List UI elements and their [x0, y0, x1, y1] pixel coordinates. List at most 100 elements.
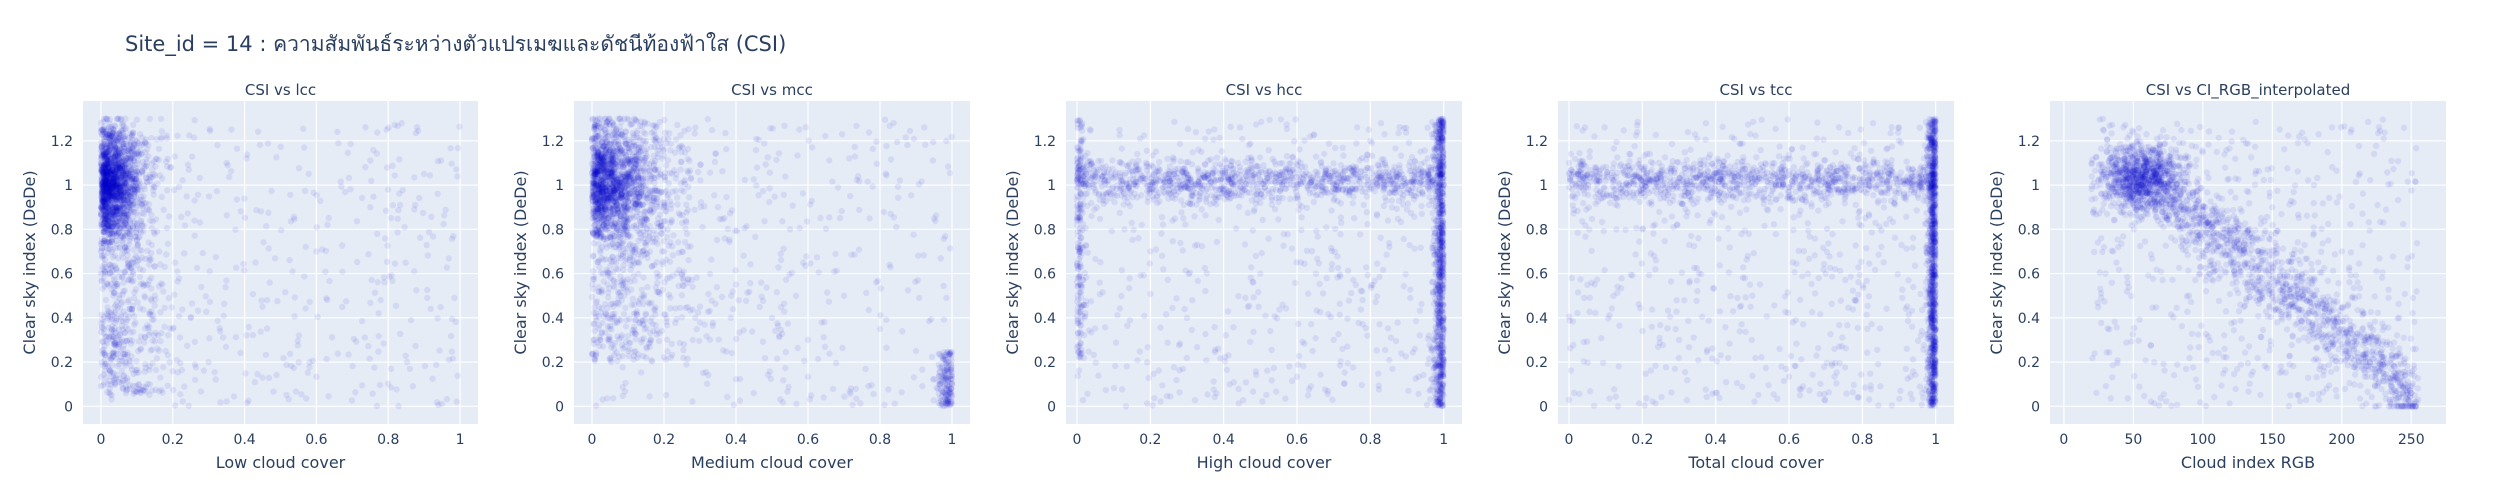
- scatter-point: [846, 155, 853, 162]
- scatter-point: [151, 292, 158, 299]
- y-tick-label: 0.2: [51, 355, 73, 371]
- scatter-point: [794, 344, 801, 352]
- scatter-point: [113, 266, 120, 273]
- scatter-point: [157, 338, 164, 345]
- scatter-point: [120, 122, 127, 129]
- scatter-point: [409, 383, 416, 390]
- scatter-point: [758, 279, 765, 286]
- scatter-point: [278, 227, 285, 234]
- scatter-point: [402, 352, 409, 359]
- scatter-point: [683, 230, 691, 237]
- scatter-point: [943, 294, 950, 302]
- scatter-point: [711, 158, 719, 165]
- scatter-point: [259, 374, 266, 381]
- scatter-point: [437, 303, 444, 311]
- scatter-point: [428, 213, 435, 220]
- scatter-point: [120, 235, 128, 242]
- scatter-point: [163, 251, 170, 258]
- scatter-point: [101, 177, 109, 184]
- scatter-point: [445, 356, 453, 364]
- scatter-point: [740, 327, 747, 334]
- scatter-point: [119, 188, 126, 195]
- scatter-point: [794, 152, 801, 159]
- scatter-point: [295, 165, 303, 172]
- scatter-point: [826, 157, 833, 164]
- scatter-point: [667, 305, 674, 312]
- scatter-point: [113, 161, 120, 169]
- scatter-point: [99, 126, 106, 134]
- scatter-point: [165, 332, 172, 339]
- scatter-point: [206, 298, 214, 305]
- scatter-point: [149, 346, 156, 353]
- scatter-point: [677, 158, 685, 165]
- scatter-point: [339, 242, 346, 249]
- scatter-point: [632, 335, 640, 343]
- scatter-point: [809, 144, 816, 151]
- scatter-point: [270, 388, 277, 395]
- scatter-point: [219, 334, 227, 341]
- scatter-point: [110, 204, 118, 211]
- scatter-point: [380, 340, 387, 347]
- scatter-point: [621, 343, 628, 351]
- scatter-point: [743, 297, 750, 304]
- scatter-point: [935, 385, 942, 392]
- scatter-point: [122, 180, 129, 187]
- scatter-point: [180, 250, 188, 257]
- scatter-point: [930, 138, 937, 146]
- scatter-point: [419, 209, 427, 217]
- scatter-point: [647, 172, 655, 180]
- scatter-point: [120, 188, 128, 196]
- scatter-point: [140, 162, 147, 169]
- scatter-point: [118, 171, 126, 179]
- scatter-point: [448, 160, 455, 167]
- scatter-point: [120, 120, 127, 127]
- scatter-point: [345, 351, 352, 358]
- scatter-point: [116, 185, 123, 192]
- scatter-point: [170, 386, 177, 394]
- scatter-point: [191, 338, 199, 346]
- scatter-point: [142, 140, 149, 147]
- scatter-point: [128, 176, 136, 184]
- scatter-point: [367, 299, 374, 306]
- scatter-point: [773, 156, 780, 164]
- scatter-point: [132, 286, 140, 293]
- scatter-point: [148, 160, 156, 167]
- scatter-point: [881, 401, 888, 409]
- scatter-point: [373, 402, 381, 410]
- scatter-point: [103, 170, 111, 178]
- scatter-point: [132, 186, 139, 194]
- scatter-point: [648, 143, 655, 151]
- scatter-point: [116, 150, 123, 157]
- scatter-point: [652, 321, 659, 329]
- scatter-point: [99, 202, 107, 209]
- scatter-point: [243, 399, 251, 407]
- scatter-point: [919, 382, 926, 390]
- scatter-point: [146, 381, 154, 388]
- scatter-point: [689, 283, 696, 291]
- scatter-point: [663, 336, 671, 343]
- scatter-point: [147, 174, 155, 182]
- scatter-point: [851, 251, 858, 258]
- scatter-point: [942, 376, 949, 383]
- y-tick-label: 0.4: [51, 311, 73, 327]
- scatter-point: [371, 364, 378, 371]
- scatter-point: [129, 182, 136, 189]
- scatter-point: [693, 326, 700, 333]
- scatter-point: [350, 335, 357, 343]
- scatter-point: [249, 331, 257, 339]
- scatter-point: [784, 320, 792, 327]
- scatter-point: [188, 300, 196, 307]
- scatter-point: [322, 247, 330, 254]
- scatter-point: [133, 209, 140, 216]
- scatter-point: [383, 258, 391, 265]
- scatter-point: [668, 216, 675, 224]
- scatter-point: [680, 346, 687, 354]
- scatter-point: [202, 293, 209, 300]
- scatter-point: [399, 187, 406, 194]
- scatter-point: [413, 287, 420, 294]
- scatter-point: [151, 263, 158, 270]
- scatter-point: [375, 348, 382, 355]
- scatter-point: [349, 362, 356, 370]
- scatter-point: [99, 252, 106, 259]
- scatter-point: [434, 190, 441, 197]
